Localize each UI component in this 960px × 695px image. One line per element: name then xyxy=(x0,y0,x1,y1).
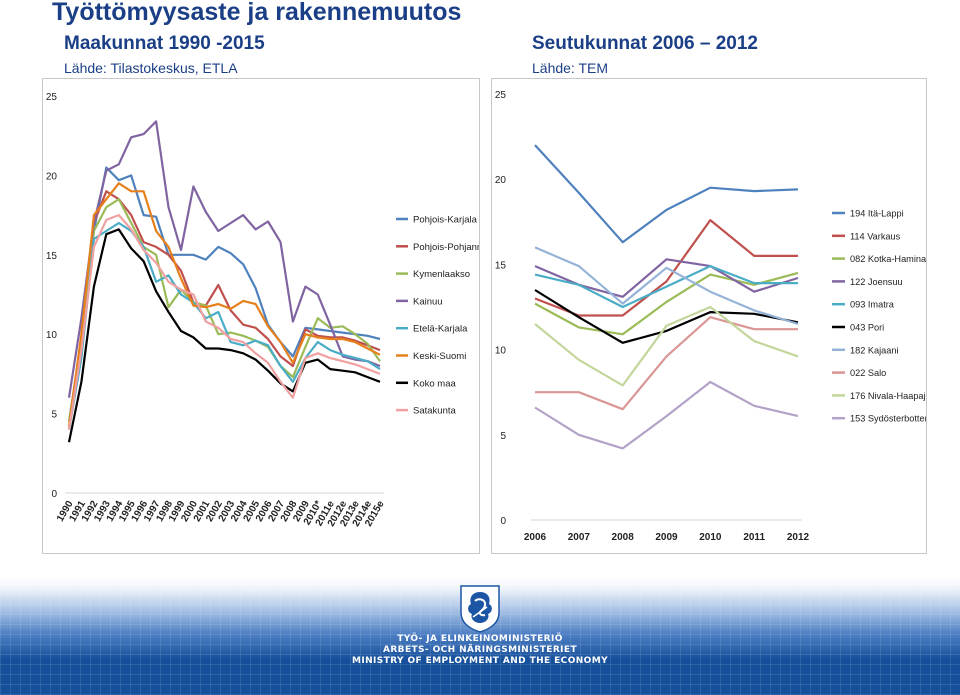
subregions-legend-label: 153 Sydösterbotten xyxy=(850,414,926,424)
right-chart-source: Lähde: TEM xyxy=(532,60,609,76)
regions-series-line-pohjois-karjala xyxy=(67,166,381,422)
subregions-y-tick-label: 25 xyxy=(495,90,507,101)
subregions-series-line-114-varkaus xyxy=(534,219,798,317)
subregions-series-line-043-pori xyxy=(534,289,799,344)
subregions-series-line-082-kotka-hamina xyxy=(534,271,799,336)
regions-y-tick-label: 0 xyxy=(51,489,57,500)
page-title: Työttömyysaste ja rakennemuutos xyxy=(52,0,462,26)
subregions-x-tick-label: 2012 xyxy=(787,532,810,543)
regions-series-line-kymenlaakso xyxy=(67,198,381,422)
ministry-footer: TYÖ- JA ELINKEINOMINISTERIÖ ARBETS- OCH … xyxy=(0,577,960,695)
left-chart-source: Lähde: Tilastokeskus, ETLA xyxy=(64,60,238,76)
subregions-series-line-194-it-lappi xyxy=(534,144,799,244)
finnish-lion-crest-icon xyxy=(460,585,500,633)
subregions-legend-label: 093 Imatra xyxy=(850,300,895,310)
subregions-y-tick-label: 0 xyxy=(500,516,506,527)
regions-chart-panel: 0 5 10 15 20 25 1990 1991 1992 1993 1994 1995 1996 19… xyxy=(42,78,496,554)
regions-unemployment-chart: 0510152025199019911992199319941995199619… xyxy=(46,92,496,529)
subregions-series-line-176-nivala-haapaj-rvi xyxy=(534,305,799,387)
subregions-legend-label: 114 Varkaus xyxy=(850,231,901,241)
regions-y-tick-label: 20 xyxy=(46,171,58,182)
regions-y-tick-label: 5 xyxy=(51,410,57,421)
subregions-legend-label: 194 Itä-Lappi xyxy=(850,209,904,219)
subregions-x-tick-label: 2011 xyxy=(743,532,765,543)
subregions-legend-label: 122 Joensuu xyxy=(850,277,903,287)
subregions-y-tick-label: 5 xyxy=(500,431,506,442)
subregions-legend-label: 082 Kotka-Hamina xyxy=(850,254,926,264)
regions-legend-label: Keski-Suomi xyxy=(413,351,466,362)
subregions-legend-label: 182 Kajaani xyxy=(850,345,899,355)
subregions-y-tick-label: 15 xyxy=(495,260,507,271)
regions-legend-label: Etelä-Karjala xyxy=(413,324,468,335)
regions-legend-label: Pohjois-Pohjanmaa xyxy=(413,242,479,253)
subregions-x-tick-label: 2010 xyxy=(699,532,722,543)
regions-legend-label: Satakunta xyxy=(413,406,456,417)
subregions-series-line-153-syd-sterbotten xyxy=(534,380,799,450)
subregions-chart-panel: 0 5 10 15 20 25 2006 2007 2008 2009 2010 2011 2012 19… xyxy=(491,78,941,554)
subregions-series-line-093-imatra xyxy=(534,265,798,309)
regions-series-line-satakunta xyxy=(67,214,381,430)
regions-legend-label: Koko maa xyxy=(413,378,456,389)
regions-legend-label: Kainuu xyxy=(413,296,443,307)
ministry-name-en: MINISTRY OF EMPLOYMENT AND THE ECONOMY xyxy=(351,656,608,666)
subregions-y-tick-label: 10 xyxy=(495,346,507,357)
subregions-legend-label: 176 Nivala-Haapajärvi xyxy=(850,391,926,401)
subregions-x-tick-label: 2007 xyxy=(568,532,591,543)
subregions-x-tick-label: 2006 xyxy=(524,532,547,543)
regions-y-tick-label: 15 xyxy=(46,251,58,262)
regions-y-tick-label: 25 xyxy=(46,92,58,103)
regions-y-tick-label: 10 xyxy=(46,330,58,341)
regions-series-line-keski-suomi xyxy=(67,182,381,427)
subregions-y-tick-label: 20 xyxy=(495,175,507,186)
subregions-series-line-182-kajaani xyxy=(534,246,799,326)
subregions-legend-label: 043 Pori xyxy=(850,323,884,333)
regions-legend-label: Kymenlaakso xyxy=(413,269,470,280)
regions-legend-label: Pohjois-Karjala xyxy=(413,215,478,226)
ministry-name-sv: ARBETS- OCH NÄRINGSMINISTERIET xyxy=(382,645,577,655)
subregions-legend-label: 022 Salo xyxy=(850,368,886,378)
regions-series-line-kainuu xyxy=(67,120,381,398)
right-chart-subtitle: Seutukunnat 2006 – 2012 xyxy=(532,33,758,54)
subregions-series-line-022-salo xyxy=(535,316,798,411)
regions-series-line-etel-karjala xyxy=(67,221,381,430)
ministry-name-fi: TYÖ- JA ELINKEINOMINISTERIÖ xyxy=(397,634,563,644)
regions-series-line-koko-maa xyxy=(67,228,381,443)
left-chart-subtitle: Maakunnat 1990 -2015 xyxy=(64,33,265,54)
subregions-x-tick-label: 2008 xyxy=(612,532,635,543)
subregions-unemployment-chart: 0 5 10 15 20 25 2006 2007 2008 2009 2010 2011 2012 19… xyxy=(495,90,941,543)
subregions-x-tick-label: 2009 xyxy=(655,532,678,543)
